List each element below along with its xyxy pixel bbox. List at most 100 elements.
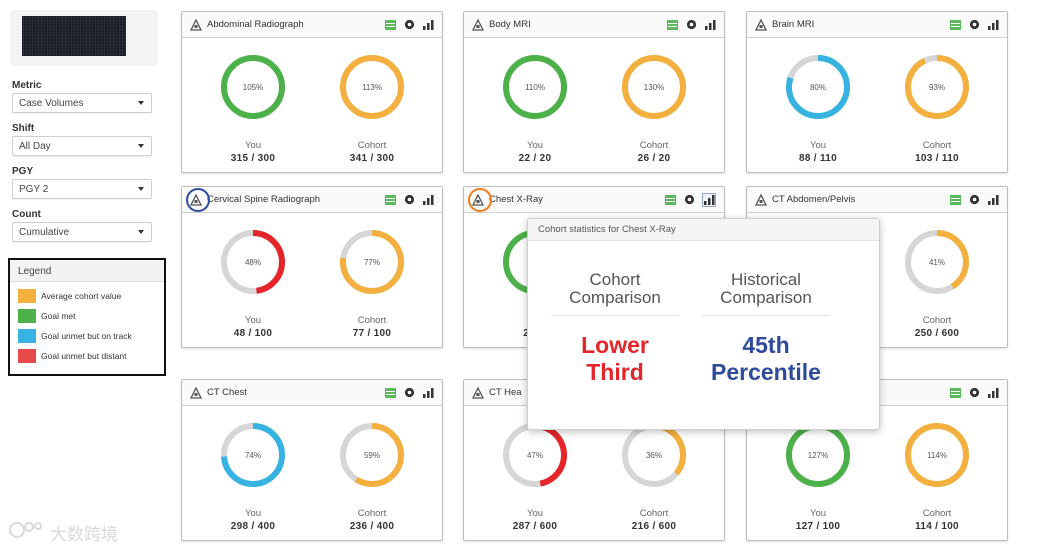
divider [702,315,830,316]
bar-chart-icon[interactable] [702,192,716,207]
cohort-donut: 59% [337,420,407,490]
donut-percent-label: 113% [362,82,382,92]
legend-label: Goal unmet but distant [41,351,127,361]
stat-value: 26 / 20 [637,153,671,164]
donut-progress-arc [340,423,404,487]
table-view-icon[interactable] [949,19,961,31]
legend-item: Goal unmet but distant [10,346,164,366]
settings-icon[interactable] [683,194,695,206]
card-header: Brain MRI [747,12,1007,38]
donut-percent-label: 59% [363,450,380,460]
stat-value: 114 / 100 [915,521,959,532]
stat-label: You [526,140,544,151]
stat-label: Cohort [357,315,387,326]
settings-icon[interactable] [403,387,415,399]
donut-percent-label: 77% [363,257,380,267]
settings-icon[interactable] [685,19,697,31]
bar-chart-icon[interactable] [987,194,999,206]
table-view-icon[interactable] [664,194,676,206]
table-view-icon[interactable] [384,387,396,399]
you-stat: You 88 / 110 [773,140,863,164]
stat-label: Cohort [922,315,952,326]
stat-label: Cohort [639,140,669,151]
donut-percent-label: 110% [525,82,545,92]
metric-card: Abdominal Radiograph 105% 113% You 315 / 300… [181,11,443,173]
donut-progress-arc [503,55,567,119]
legend-swatch [18,289,36,303]
bar-chart-icon[interactable] [704,19,716,31]
count-select[interactable]: Cumulative [12,222,152,242]
metric-select[interactable]: Case Volumes [12,93,152,113]
watermark-logo-icon [8,520,44,545]
table-view-icon[interactable] [384,19,396,31]
donut-progress-arc [221,230,285,294]
you-stat: You 48 / 100 [208,315,298,339]
stat-value: 127 / 100 [795,521,841,532]
shift-select-value: All Day [19,141,51,152]
stat-label: You [244,140,262,151]
stat-value: 77 / 100 [352,328,392,339]
stat-value: 298 / 400 [230,521,276,532]
cohort-stat: Cohort 26 / 20 [609,140,699,164]
settings-icon[interactable] [968,194,980,206]
legend-swatch [18,329,36,343]
bar-chart-icon[interactable] [987,387,999,399]
bar-chart-icon[interactable] [422,387,434,399]
count-label: Count [12,209,41,220]
stat-value: 48 / 100 [233,328,273,339]
donut-percent-label: 47% [526,450,543,460]
cohort-statistics-popover: Cohort statistics for Chest X-Ray Cohort… [527,218,880,430]
table-view-icon[interactable] [949,194,961,206]
donut-percent-label: 114% [927,450,947,460]
cohort-stat: Cohort 341 / 300 [327,140,417,164]
you-donut: 48% [218,227,288,297]
donut-percent-label: 130% [643,82,665,92]
bar-chart-icon[interactable] [422,194,434,206]
legend-label: Goal unmet but on track [41,331,132,341]
metric-card: Cervical Spine Radiograph 48% 77% You 48 / 1… [181,186,443,348]
stat-label: Cohort [357,140,387,151]
legend-label: Goal met [41,311,76,321]
historical-comparison-column: Historical Comparison 45th Percentile [696,271,836,386]
settings-icon[interactable] [403,194,415,206]
cohort-stat: Cohort 236 / 400 [327,508,417,532]
you-stat: You 315 / 300 [208,140,298,164]
shift-select[interactable]: All Day [12,136,152,156]
settings-icon[interactable] [403,19,415,31]
bar-chart-icon[interactable] [422,19,434,31]
donut-progress-arc [622,55,686,119]
caret-down-icon [138,230,144,234]
legend-item: Average cohort value [10,286,164,306]
pgy-label: PGY [12,166,34,177]
modality-icon [472,18,484,31]
card-header: CT Abdomen/Pelvis [747,187,1007,213]
table-view-icon[interactable] [384,194,396,206]
stat-value: 250 / 600 [914,328,960,339]
stat-label: Cohort [357,508,387,519]
settings-icon[interactable] [968,19,980,31]
donut-percent-label: 105% [242,82,264,92]
popover-title: Cohort statistics for Chest X-Ray [528,219,879,241]
donut-percent-label: 41% [928,257,945,267]
legend-item: Goal met [10,306,164,326]
you-stat: You 287 / 600 [490,508,580,532]
stat-value: 216 / 600 [631,521,677,532]
legend-label: Average cohort value [41,291,122,301]
table-view-icon[interactable] [666,19,678,31]
settings-icon[interactable] [968,387,980,399]
table-view-icon[interactable] [949,387,961,399]
stat-value: 88 / 110 [799,153,837,164]
stat-label: You [244,508,262,519]
pgy-select[interactable]: PGY 2 [12,179,152,199]
cohort-stat: Cohort 103 / 110 [892,140,982,164]
metric-select-value: Case Volumes [19,98,84,109]
legend-swatch [18,309,36,323]
you-donut: 110% [500,52,570,122]
metric-card: Brain MRI 80% 93% You 88 / 110 Cohort 103 / 11… [746,11,1008,173]
cohort-stat: Cohort 77 / 100 [327,315,417,339]
metric-label: Metric [12,80,42,91]
legend: Legend Average cohort value Goal met Goal … [8,258,166,376]
cohort-donut: 130% [619,52,689,122]
cohort-donut: 41% [902,227,972,297]
bar-chart-icon[interactable] [987,19,999,31]
